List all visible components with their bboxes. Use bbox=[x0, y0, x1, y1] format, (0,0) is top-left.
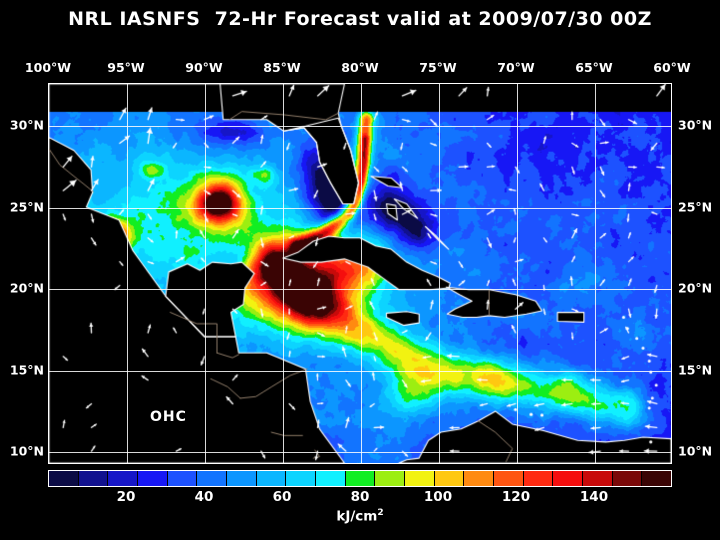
latitude-tick-label: 15°N bbox=[678, 362, 712, 377]
colorbar-tick-label: 120 bbox=[502, 489, 530, 505]
colorbar-swatch bbox=[286, 471, 316, 486]
colorbar-swatch bbox=[108, 471, 138, 486]
gridline-meridian bbox=[283, 84, 284, 463]
colorbar-swatch bbox=[375, 471, 405, 486]
gridline-meridian bbox=[517, 84, 518, 463]
gridline-meridian bbox=[439, 84, 440, 463]
latitude-tick-label: 10°N bbox=[678, 443, 712, 458]
colorbar-swatch bbox=[553, 471, 583, 486]
gridline-meridian bbox=[205, 84, 206, 463]
page-title: NRL IASNFS 72-Hr Forecast valid at 2009/… bbox=[0, 8, 720, 30]
longitude-tick-label: 60°W bbox=[653, 60, 690, 75]
colorbar-swatch bbox=[197, 471, 227, 486]
field-annotation-ohc: OHC bbox=[150, 409, 187, 425]
colorbar-swatch bbox=[138, 471, 168, 486]
colorbar-swatch bbox=[316, 471, 346, 486]
latitude-tick-label: 30°N bbox=[10, 118, 44, 133]
colorbar-tick-label: 60 bbox=[273, 489, 292, 505]
gridline-parallel bbox=[49, 452, 671, 453]
latitude-tick-label: 30°N bbox=[678, 118, 712, 133]
latitude-tick-label: 25°N bbox=[678, 199, 712, 214]
longitude-tick-label: 65°W bbox=[575, 60, 612, 75]
longitude-tick-label: 80°W bbox=[341, 60, 378, 75]
colorbar-tick-label: 100 bbox=[424, 489, 452, 505]
colorbar-unit-label: kJ/cm2 bbox=[0, 508, 720, 525]
longitude-tick-label: 85°W bbox=[263, 60, 300, 75]
colorbar-swatch bbox=[49, 471, 79, 486]
gridline-meridian bbox=[595, 84, 596, 463]
colorbar-swatch bbox=[583, 471, 613, 486]
colorbar-swatch bbox=[613, 471, 643, 486]
longitude-tick-label: 70°W bbox=[497, 60, 534, 75]
colorbar bbox=[48, 470, 672, 487]
latitude-tick-label: 15°N bbox=[10, 362, 44, 377]
gridline-parallel bbox=[49, 208, 671, 209]
colorbar-swatch bbox=[494, 471, 524, 486]
gridline-parallel bbox=[49, 371, 671, 372]
colorbar-swatch bbox=[642, 471, 671, 486]
longitude-tick-label: 95°W bbox=[107, 60, 144, 75]
longitude-tick-label: 75°W bbox=[419, 60, 456, 75]
gridline-meridian bbox=[127, 84, 128, 463]
gridline-meridian bbox=[361, 84, 362, 463]
colorbar-swatch bbox=[227, 471, 257, 486]
latitude-tick-label: 10°N bbox=[10, 443, 44, 458]
colorbar-tick-label: 140 bbox=[580, 489, 608, 505]
colorbar-tick-label: 20 bbox=[117, 489, 136, 505]
map-plot-area: OHC bbox=[48, 83, 672, 464]
gridline-parallel bbox=[49, 289, 671, 290]
colorbar-swatch bbox=[257, 471, 287, 486]
colorbar-swatch bbox=[79, 471, 109, 486]
colorbar-swatch bbox=[168, 471, 198, 486]
colorbar-unit-exponent: 2 bbox=[377, 508, 383, 518]
colorbar-swatch bbox=[464, 471, 494, 486]
latitude-tick-label: 25°N bbox=[10, 199, 44, 214]
colorbar-swatch bbox=[405, 471, 435, 486]
colorbar-swatch bbox=[524, 471, 554, 486]
latitude-tick-label: 20°N bbox=[678, 281, 712, 296]
colorbar-swatch bbox=[346, 471, 376, 486]
longitude-tick-label: 90°W bbox=[185, 60, 222, 75]
colorbar-unit-text: kJ/cm bbox=[336, 509, 377, 525]
colorbar-tick-label: 40 bbox=[195, 489, 214, 505]
longitude-tick-label: 100°W bbox=[25, 60, 71, 75]
colorbar-swatch bbox=[435, 471, 465, 486]
gridline-parallel bbox=[49, 126, 671, 127]
ohc-heatmap-field bbox=[49, 84, 671, 463]
latitude-tick-label: 20°N bbox=[10, 281, 44, 296]
colorbar-tick-label: 80 bbox=[351, 489, 370, 505]
